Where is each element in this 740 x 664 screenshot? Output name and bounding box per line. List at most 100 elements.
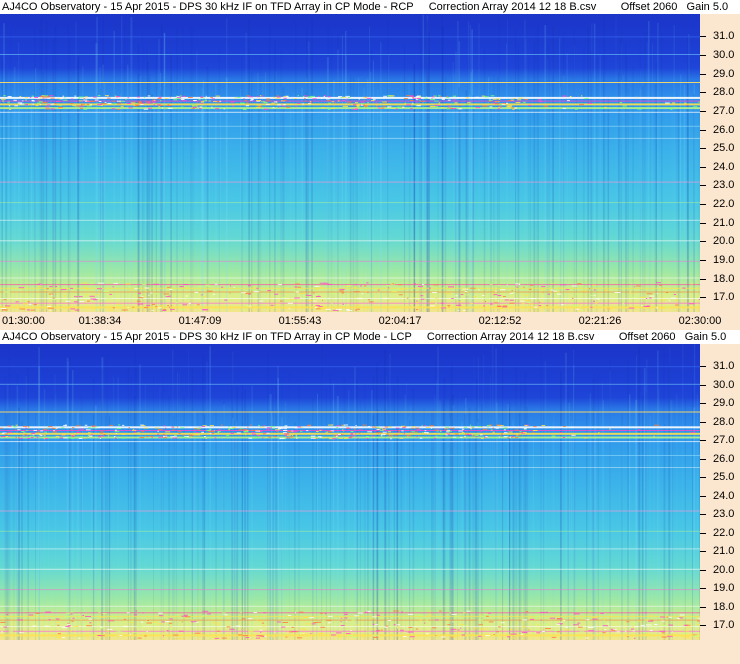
speckle <box>450 628 457 630</box>
speckle <box>545 628 551 629</box>
noise-streak <box>645 392 647 640</box>
speckle <box>497 300 503 302</box>
speckle <box>22 303 29 305</box>
interference-line <box>0 103 700 106</box>
speckle <box>395 427 400 429</box>
noise-streak <box>3 23 5 312</box>
speckle <box>130 622 134 624</box>
noise-streak <box>95 43 98 312</box>
speckle <box>172 426 176 428</box>
noise-streak <box>471 29 473 312</box>
speckle <box>290 433 295 435</box>
speckle <box>633 637 636 639</box>
speckle <box>296 637 303 639</box>
speckle <box>631 296 637 298</box>
speckle <box>447 304 451 306</box>
noise-streak <box>493 74 495 312</box>
speckle <box>98 95 101 97</box>
noise-streak <box>35 411 36 640</box>
noise-streak <box>553 413 555 640</box>
noise-streak <box>594 411 597 640</box>
noise-streak <box>355 89 358 312</box>
speckle <box>209 425 214 427</box>
speckle <box>153 293 159 295</box>
speckle <box>167 107 173 109</box>
speckle <box>481 95 486 97</box>
speckle <box>446 97 450 99</box>
speckle <box>300 430 303 432</box>
speckle <box>188 434 194 436</box>
speckle <box>28 303 32 305</box>
speckle <box>511 436 513 438</box>
noise-streak <box>142 29 143 312</box>
noise-streak <box>181 53 183 312</box>
noise-streak <box>532 431 535 640</box>
interference-line <box>0 181 700 183</box>
noise-streak <box>452 61 454 312</box>
speckle <box>415 628 419 630</box>
speckle <box>541 425 546 426</box>
speckle <box>386 433 389 435</box>
speckle <box>295 283 301 285</box>
speckle <box>324 613 327 615</box>
speckle <box>343 612 348 614</box>
noise-streak <box>16 374 19 640</box>
speckle <box>3 299 7 301</box>
speckle <box>78 438 83 439</box>
noise-streak <box>102 64 104 312</box>
speckle <box>101 613 103 615</box>
noise-streak <box>658 389 660 640</box>
speckle <box>553 630 560 632</box>
speckle <box>287 302 294 304</box>
speckle <box>492 293 496 295</box>
speckle <box>21 435 23 437</box>
noise-streak <box>294 422 296 640</box>
noise-streak <box>442 400 445 640</box>
speckle <box>494 101 499 102</box>
speckle <box>634 286 636 288</box>
speckle <box>232 426 237 428</box>
speckle <box>439 430 441 432</box>
speckle <box>147 620 150 621</box>
speckle <box>358 429 363 431</box>
speckle <box>429 99 435 101</box>
noise-streak <box>470 72 472 312</box>
speckle <box>97 104 102 105</box>
speckle <box>181 621 183 623</box>
speckle <box>498 99 501 100</box>
noise-streak <box>149 74 151 312</box>
speckle <box>15 301 19 303</box>
speckle <box>422 432 424 433</box>
speckle <box>380 430 384 431</box>
speckle <box>588 630 594 632</box>
speckle <box>146 436 149 438</box>
noise-streak <box>75 22 77 312</box>
speckle <box>509 436 513 438</box>
speckle <box>385 103 390 105</box>
speckle <box>294 98 297 99</box>
noise-streak <box>337 34 339 312</box>
speckle <box>32 433 35 435</box>
speckle <box>55 618 60 620</box>
speckle <box>30 437 34 438</box>
noise-streak <box>307 41 310 312</box>
noise-streak <box>372 415 375 640</box>
speckle <box>153 104 156 106</box>
speckle <box>549 617 556 619</box>
speckle <box>245 105 250 107</box>
speckle <box>367 291 369 293</box>
noise-streak <box>348 390 350 640</box>
speckle <box>334 435 338 437</box>
speckle <box>151 99 157 101</box>
speckle <box>682 287 686 289</box>
noise-streak <box>99 88 101 312</box>
speckle <box>632 630 635 632</box>
speckle <box>180 95 182 97</box>
speckle <box>87 436 90 438</box>
speckle <box>61 627 68 629</box>
speckle <box>170 308 175 310</box>
speckle <box>305 294 312 296</box>
speckle <box>44 431 48 433</box>
interference-line <box>0 82 700 83</box>
speckle <box>540 289 546 291</box>
